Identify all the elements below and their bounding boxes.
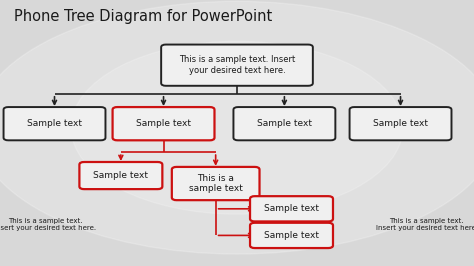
FancyBboxPatch shape — [233, 107, 335, 140]
FancyBboxPatch shape — [250, 196, 333, 221]
FancyBboxPatch shape — [349, 107, 451, 140]
Text: This is a
sample text: This is a sample text — [189, 174, 243, 193]
Text: Sample text: Sample text — [264, 204, 319, 213]
Text: Sample text: Sample text — [27, 119, 82, 128]
FancyBboxPatch shape — [112, 107, 214, 140]
Text: Sample text: Sample text — [93, 171, 148, 180]
Text: Phone Tree Diagram for PowerPoint: Phone Tree Diagram for PowerPoint — [14, 9, 273, 24]
Text: This is a sample text.
Insert your desired text here.: This is a sample text. Insert your desir… — [375, 218, 474, 231]
FancyBboxPatch shape — [172, 167, 259, 200]
Text: This is a sample text. Insert
your desired text here.: This is a sample text. Insert your desir… — [179, 56, 295, 75]
Text: Sample text: Sample text — [257, 119, 312, 128]
FancyBboxPatch shape — [161, 45, 313, 86]
Text: Sample text: Sample text — [136, 119, 191, 128]
Text: This is a sample text.
Insert your desired text here.: This is a sample text. Insert your desir… — [0, 218, 96, 231]
Ellipse shape — [71, 41, 403, 214]
FancyBboxPatch shape — [250, 223, 333, 248]
Text: Sample text: Sample text — [264, 231, 319, 240]
Ellipse shape — [0, 1, 474, 254]
FancyBboxPatch shape — [79, 162, 162, 189]
FancyBboxPatch shape — [4, 107, 105, 140]
Text: Sample text: Sample text — [373, 119, 428, 128]
